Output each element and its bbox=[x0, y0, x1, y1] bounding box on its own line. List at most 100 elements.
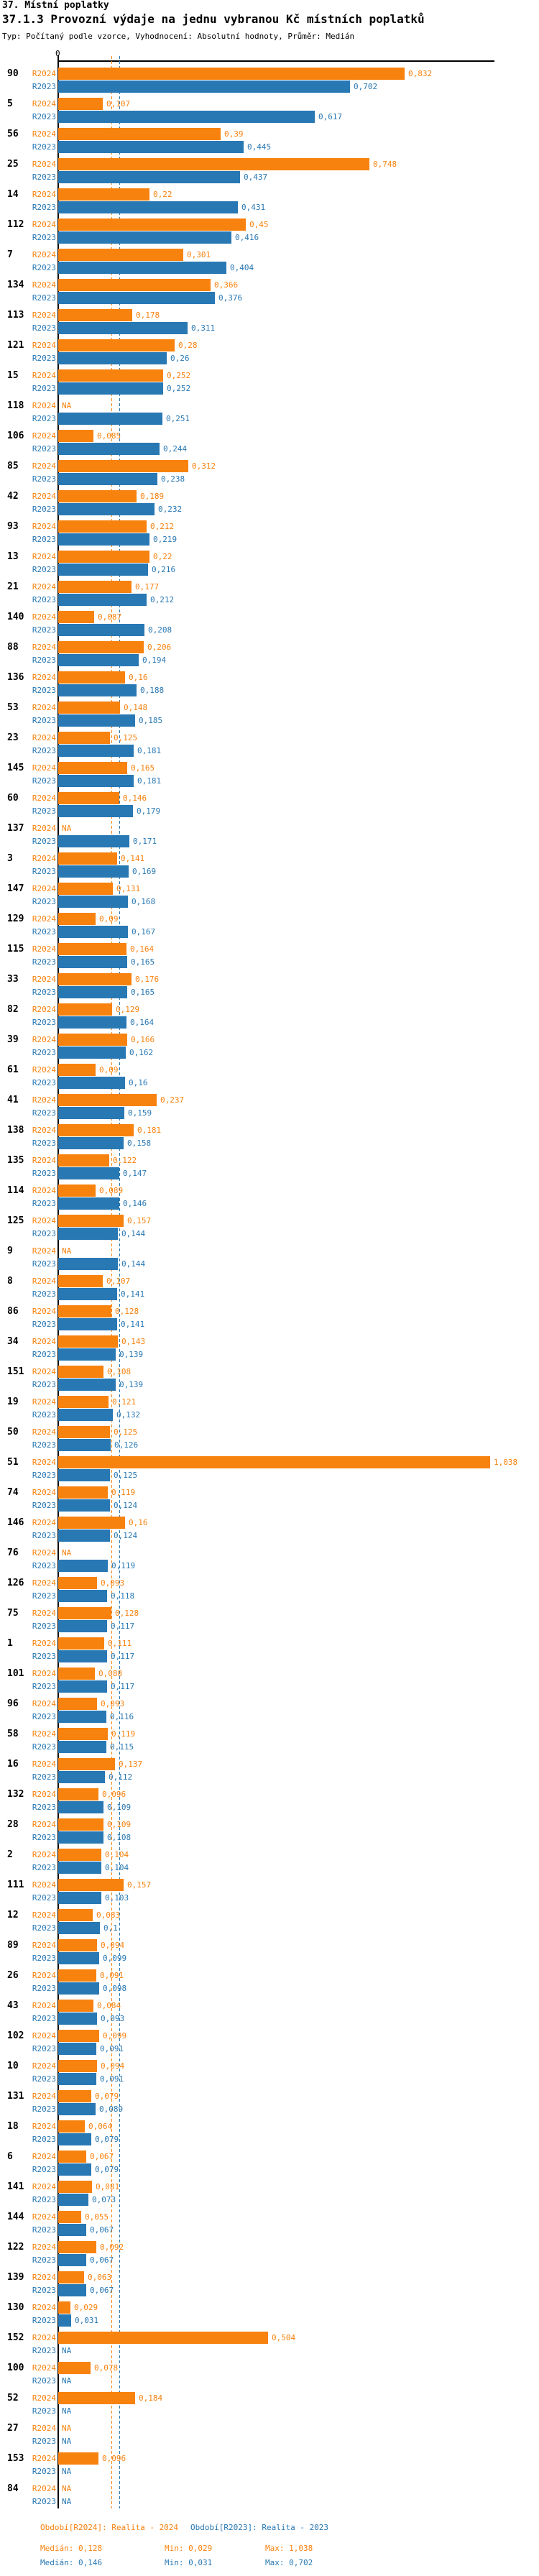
value-label-r2024: 0,096 bbox=[102, 2454, 126, 2463]
value-label-r2024: 0,237 bbox=[160, 1095, 185, 1105]
value-label-r2023: 0,376 bbox=[218, 293, 243, 303]
series-label-r2023: R2023 bbox=[32, 1893, 56, 1903]
series-label-r2023: R2023 bbox=[32, 1471, 56, 1480]
series-label-r2023: R2023 bbox=[32, 1712, 56, 1721]
value-label-r2024: 0,312 bbox=[192, 461, 216, 471]
group-id-label: 132 bbox=[7, 1789, 24, 1800]
value-label-r2024: 0,16 bbox=[129, 1518, 148, 1527]
group-id-label: 145 bbox=[7, 763, 24, 773]
bar-r2023 bbox=[58, 1982, 99, 1995]
value-label-r2023: NA bbox=[62, 2437, 72, 2446]
bar-r2023 bbox=[58, 2224, 86, 2236]
group-id-label: 113 bbox=[7, 310, 24, 321]
group-id-label: 10 bbox=[7, 2061, 19, 2071]
value-label-r2023: 0,139 bbox=[119, 1350, 144, 1359]
value-label-r2024: 1,038 bbox=[494, 1458, 518, 1467]
group-id-label: 19 bbox=[7, 1397, 19, 1407]
value-label-r2023: 0,119 bbox=[111, 1561, 136, 1570]
bar-r2024 bbox=[58, 1154, 109, 1167]
series-label-r2024: R2024 bbox=[32, 975, 56, 984]
group-id-label: 137 bbox=[7, 823, 24, 834]
value-label-r2023: 0,181 bbox=[137, 776, 162, 786]
series-label-r2023: R2023 bbox=[32, 1410, 56, 1420]
bar-r2023 bbox=[58, 684, 137, 696]
x-axis-zero-label: 0 bbox=[55, 49, 60, 58]
series-label-r2023: R2023 bbox=[32, 1138, 56, 1148]
group-id-label: 26 bbox=[7, 1970, 19, 1981]
group-id-label: 122 bbox=[7, 2242, 24, 2253]
series-label-r2024: R2024 bbox=[32, 643, 56, 652]
value-label-r2024: 0,093 bbox=[101, 1699, 125, 1708]
bar-r2023 bbox=[58, 714, 135, 727]
bar-r2023 bbox=[58, 2103, 96, 2115]
series-label-r2024: R2024 bbox=[32, 582, 56, 592]
max-stat-r2023: Max: 0,702 bbox=[265, 2558, 313, 2567]
series-label-r2023: R2023 bbox=[32, 746, 56, 755]
bar-r2023 bbox=[58, 2254, 86, 2266]
group-id-label: 111 bbox=[7, 1880, 24, 1890]
group-id-label: 34 bbox=[7, 1336, 19, 1347]
bar-r2024 bbox=[58, 551, 149, 563]
bar-r2023 bbox=[58, 1046, 126, 1059]
series-label-r2023: R2023 bbox=[32, 1803, 56, 1812]
series-label-r2023: R2023 bbox=[32, 988, 56, 997]
value-label-r2024: 0,128 bbox=[115, 1307, 139, 1316]
series-label-r2024: R2024 bbox=[32, 2212, 56, 2222]
series-label-r2024: R2024 bbox=[32, 1609, 56, 1618]
bar-r2023 bbox=[58, 805, 133, 817]
bar-r2024 bbox=[58, 852, 117, 865]
group-id-label: 12 bbox=[7, 1910, 19, 1920]
bar-r2024 bbox=[58, 249, 183, 261]
series-label-r2024: R2024 bbox=[32, 461, 56, 471]
value-label-r2024: NA bbox=[62, 2424, 72, 2433]
series-label-r2023: R2023 bbox=[32, 1772, 56, 1782]
group-id-label: 82 bbox=[7, 1004, 19, 1015]
group-id-label: 9 bbox=[7, 1246, 13, 1256]
bar-r2024 bbox=[58, 2060, 97, 2072]
value-label-r2024: 0,157 bbox=[127, 1880, 152, 1890]
value-label-r2023: 0,146 bbox=[123, 1199, 147, 1208]
median-line-r2024 bbox=[111, 56, 112, 2508]
bar-r2023 bbox=[58, 1801, 103, 1813]
group-id-label: 131 bbox=[7, 2091, 24, 2102]
bar-r2024 bbox=[58, 98, 103, 110]
group-id-label: 23 bbox=[7, 732, 19, 743]
group-id-label: 135 bbox=[7, 1155, 24, 1166]
value-label-r2023: 0,124 bbox=[114, 1501, 138, 1510]
group-id-label: 88 bbox=[7, 642, 19, 653]
series-label-r2023: R2023 bbox=[32, 776, 56, 786]
bar-r2024 bbox=[58, 460, 188, 472]
series-label-r2023: R2023 bbox=[32, 474, 56, 484]
bar-r2024 bbox=[58, 1668, 95, 1680]
bar-r2023 bbox=[58, 382, 163, 395]
value-label-r2023: 0,098 bbox=[103, 1984, 127, 1993]
bar-r2024 bbox=[58, 2452, 98, 2465]
series-label-r2024: R2024 bbox=[32, 944, 56, 954]
group-id-label: 140 bbox=[7, 612, 24, 622]
value-label-r2023: 0,073 bbox=[92, 2195, 116, 2204]
series-label-r2024: R2024 bbox=[32, 2333, 56, 2342]
series-label-r2024: R2024 bbox=[32, 1971, 56, 1980]
value-label-r2024: 0,084 bbox=[97, 2001, 121, 2010]
series-label-r2023: R2023 bbox=[32, 1169, 56, 1178]
series-label-r2024: R2024 bbox=[32, 160, 56, 169]
bar-r2023 bbox=[58, 1650, 107, 1662]
series-label-r2023: R2023 bbox=[32, 716, 56, 725]
bar-r2024 bbox=[58, 68, 405, 80]
bar-r2024 bbox=[58, 1366, 103, 1378]
group-id-label: 42 bbox=[7, 491, 19, 502]
value-label-r2023: 0,16 bbox=[129, 1078, 148, 1087]
series-label-r2023: R2023 bbox=[32, 2104, 56, 2114]
series-label-r2023: R2023 bbox=[32, 2165, 56, 2174]
series-label-r2024: R2024 bbox=[32, 2363, 56, 2373]
series-label-r2023: R2023 bbox=[32, 1199, 56, 1208]
bar-r2023 bbox=[58, 201, 238, 213]
median-stat-r2024: Medián: 0,128 bbox=[40, 2544, 103, 2553]
series-label-r2023: R2023 bbox=[32, 1923, 56, 1933]
value-label-r2024: NA bbox=[62, 401, 72, 410]
group-id-label: 138 bbox=[7, 1125, 24, 1136]
group-id-label: 121 bbox=[7, 340, 24, 351]
bar-r2024 bbox=[58, 2362, 91, 2374]
value-label-r2024: 0,089 bbox=[99, 1186, 124, 1195]
